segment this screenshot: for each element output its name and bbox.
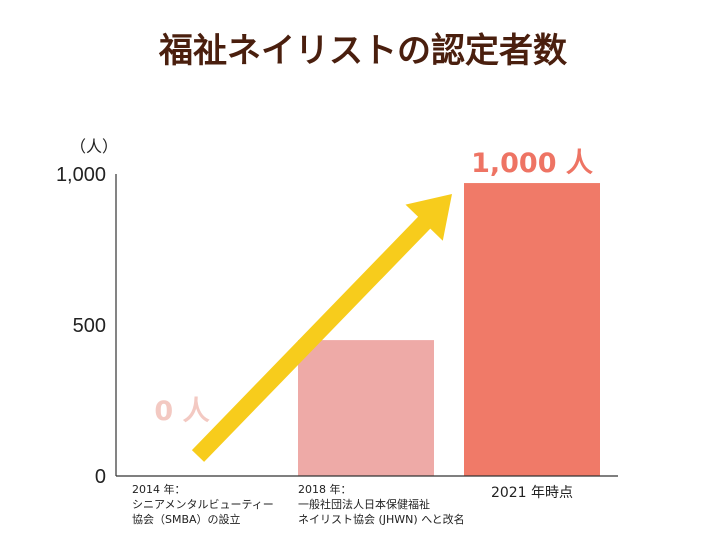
category-label-line: ネイリスト協会 (JHWN) へと改名 — [298, 512, 465, 526]
bar-2 — [464, 183, 600, 476]
category-label: 2014 年： シニアメンタルビューティー協会（SMBA）の設立 — [132, 482, 274, 526]
category-label-line: シニアメンタルビューティー — [132, 498, 274, 511]
bar-1 — [298, 340, 434, 476]
category-label-line: 2021 年時点 — [491, 485, 573, 501]
data-label: 1,000 人 — [471, 148, 593, 179]
category-label-line: 一般社団法人日本保健福祉 — [298, 497, 430, 511]
y-tick-label: 0 — [95, 466, 106, 488]
category-label-line: 2014 年： — [132, 482, 186, 496]
category-label-line: 2018 年： — [298, 482, 352, 496]
y-tick-label: 1,000 — [56, 164, 106, 186]
category-label-line: 協会（SMBA）の設立 — [132, 512, 241, 526]
growth-arrow — [191, 194, 452, 462]
y-tick-label: 500 — [73, 315, 106, 337]
data-label: 0 人 — [154, 396, 209, 427]
chart-title: 福祉ネイリストの認定者数 — [158, 31, 567, 71]
y-axis-unit-label: （人） — [70, 137, 118, 156]
category-label: 2018 年：一般社団法人日本保健福祉ネイリスト協会 (JHWN) へと改名 — [298, 482, 465, 526]
category-label: 2021 年時点 — [491, 485, 573, 501]
